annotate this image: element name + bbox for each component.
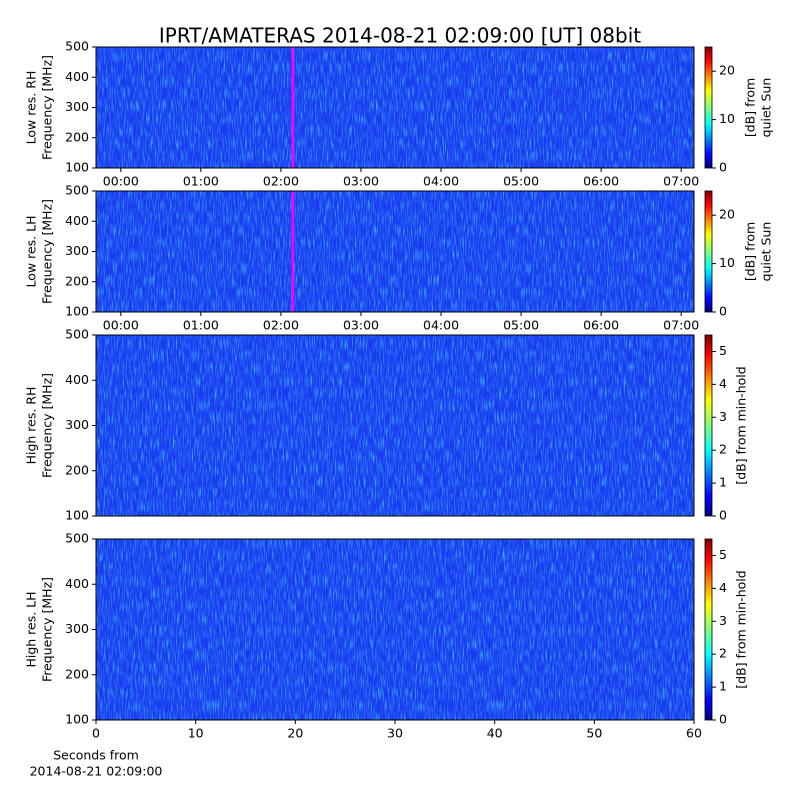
- colorbar-tick-label: 5: [719, 343, 727, 358]
- colorbar-label: [dB] from min-hold: [734, 366, 749, 484]
- x-tick-label: 00:00: [103, 174, 139, 189]
- x-tick-label: 20: [287, 726, 303, 741]
- colorbar-tick-label: 4: [719, 376, 727, 391]
- y-tick-label: 200: [65, 462, 89, 477]
- y-tick-label: 500: [65, 327, 89, 342]
- y-axis-label: Frequency [MHz]: [40, 373, 55, 478]
- y-tick-label: 300: [65, 621, 89, 636]
- colorbar-label: quiet Sun: [759, 78, 774, 138]
- y-tick-label: 200: [65, 129, 89, 144]
- x-axis-label: Seconds from: [53, 748, 139, 763]
- x-tick-label: 05:00: [503, 174, 539, 189]
- y-tick-label: 100: [65, 508, 89, 523]
- x-tick-label: 07:00: [663, 318, 699, 333]
- colorbar-tick-label: 4: [719, 580, 727, 595]
- colorbar-tick-label: 3: [719, 409, 727, 424]
- x-tick-label: 00:00: [103, 318, 139, 333]
- colorbar-tick-label: 10: [719, 111, 735, 126]
- colorbar: [704, 46, 713, 169]
- colorbar: [704, 190, 713, 313]
- x-tick-label: 60: [686, 726, 702, 741]
- x-tick-label: 02:00: [263, 174, 299, 189]
- colorbar-tick-label: 2: [719, 442, 727, 457]
- colorbar-label: quiet Sun: [759, 222, 774, 282]
- x-tick-label: 06:00: [583, 174, 619, 189]
- y-axis-label: Low res. RH: [24, 71, 39, 145]
- spectrogram-texture: [96, 191, 694, 312]
- colorbar: [704, 334, 713, 517]
- y-axis-label: Frequency [MHz]: [40, 55, 55, 160]
- y-tick-label: 500: [65, 39, 89, 54]
- y-axis-label: Low res. LH: [24, 216, 39, 288]
- x-tick-label: 30: [387, 726, 403, 741]
- x-tick-label: 04:00: [423, 174, 459, 189]
- y-tick-label: 400: [65, 372, 89, 387]
- colorbar-label: [dB] from min-hold: [734, 570, 749, 688]
- colorbar-tick-label: 1: [719, 475, 727, 490]
- y-axis-label: High res. LH: [24, 591, 39, 667]
- y-tick-label: 200: [65, 666, 89, 681]
- colorbar-label: [dB] from: [743, 78, 758, 137]
- spectrogram-texture: [96, 47, 694, 168]
- y-tick-label: 300: [65, 99, 89, 114]
- x-tick-label: 02:00: [263, 318, 299, 333]
- x-tick-label: 40: [487, 726, 503, 741]
- y-axis-label: Frequency [MHz]: [40, 199, 55, 304]
- x-tick-label: 04:00: [423, 318, 459, 333]
- y-tick-label: 100: [65, 712, 89, 727]
- y-tick-label: 300: [65, 243, 89, 258]
- colorbar-tick-label: 20: [719, 207, 735, 222]
- x-tick-label: 03:00: [343, 174, 379, 189]
- y-tick-label: 500: [65, 531, 89, 546]
- y-tick-label: 300: [65, 417, 89, 432]
- x-tick-label: 07:00: [663, 174, 699, 189]
- y-tick-label: 400: [65, 576, 89, 591]
- x-tick-label: 01:00: [183, 318, 219, 333]
- y-axis-label: High res. RH: [24, 387, 39, 465]
- colorbar-tick-label: 0: [719, 160, 727, 175]
- x-axis-label: 2014-08-21 02:09:00: [30, 764, 163, 779]
- colorbar-tick-label: 0: [719, 712, 727, 727]
- y-tick-label: 100: [65, 160, 89, 175]
- y-tick-label: 400: [65, 69, 89, 84]
- colorbar-tick-label: 5: [719, 547, 727, 562]
- x-tick-label: 03:00: [343, 318, 379, 333]
- x-tick-label: 10: [188, 726, 204, 741]
- y-tick-label: 200: [65, 273, 89, 288]
- colorbar: [704, 538, 713, 721]
- colorbar-tick-label: 3: [719, 613, 727, 628]
- colorbar-tick-label: 10: [719, 255, 735, 270]
- colorbar-tick-label: 2: [719, 646, 727, 661]
- colorbar-tick-label: 0: [719, 304, 727, 319]
- x-tick-label: 01:00: [183, 174, 219, 189]
- colorbar-tick-label: 1: [719, 679, 727, 694]
- colorbar-tick-label: 20: [719, 63, 735, 78]
- colorbar-tick-label: 0: [719, 508, 727, 523]
- colorbar-label: [dB] from: [743, 222, 758, 281]
- spectrogram-texture: [96, 335, 694, 516]
- x-tick-label: 0: [92, 726, 100, 741]
- x-tick-label: 05:00: [503, 318, 539, 333]
- chart-title: IPRT/AMATERAS 2014-08-21 02:09:00 [UT] 0…: [159, 24, 641, 48]
- y-tick-label: 400: [65, 213, 89, 228]
- y-axis-label: Frequency [MHz]: [40, 577, 55, 682]
- x-tick-label: 50: [586, 726, 602, 741]
- x-tick-label: 06:00: [583, 318, 619, 333]
- y-tick-label: 100: [65, 304, 89, 319]
- spectrogram-texture: [96, 539, 694, 720]
- y-tick-label: 500: [65, 183, 89, 198]
